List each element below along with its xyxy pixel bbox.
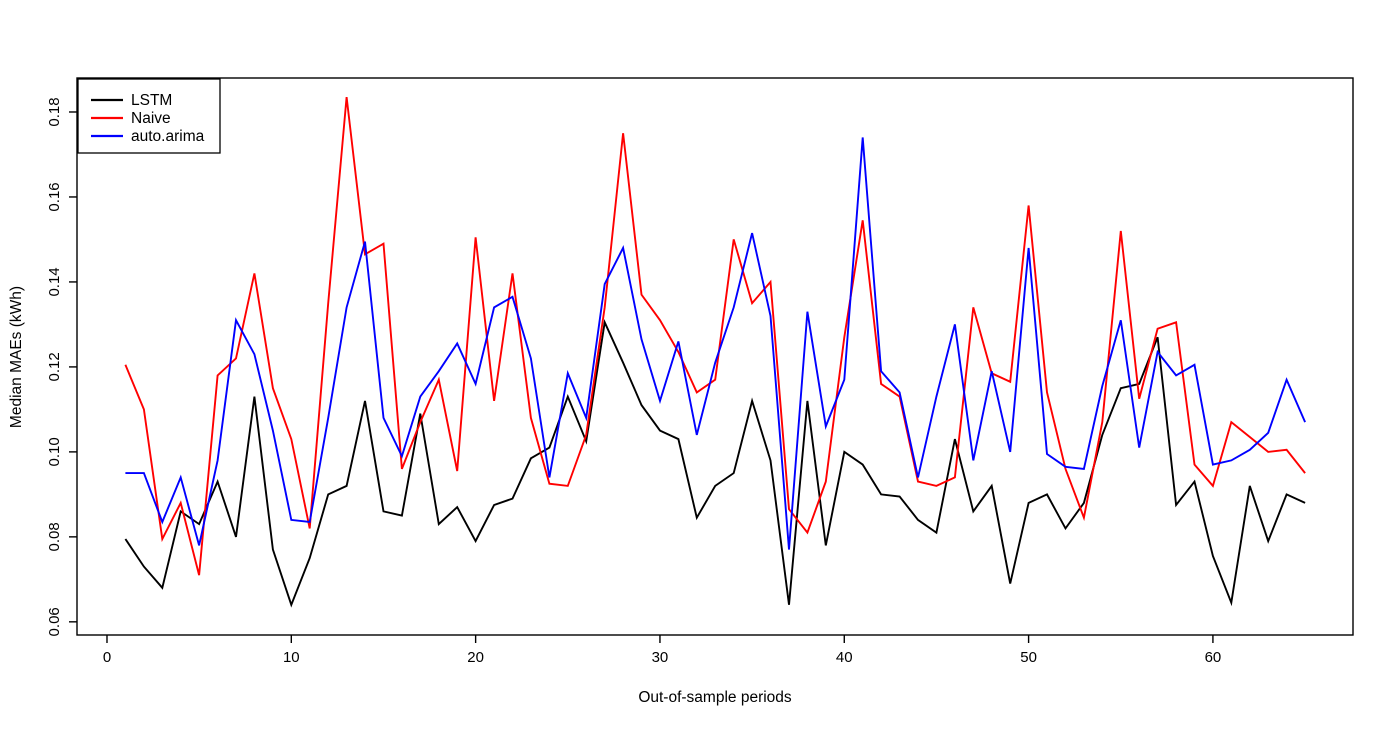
y-axis-tick-label: 0.18 — [46, 97, 63, 126]
y-axis-tick-label: 0.06 — [46, 607, 63, 636]
x-axis-tick-label: 40 — [836, 649, 853, 666]
y-axis-tick-label: 0.14 — [46, 267, 63, 296]
legend-frame — [77, 78, 221, 154]
axis-ticks: 0 10 20 30 40 50 60 0.06 0.08 0.10 0.12 0.14 0.16 0.1… — [46, 97, 1221, 666]
y-axis-tick-label: 0.16 — [46, 182, 63, 211]
x-axis-title: Out-of-sample periods — [638, 689, 792, 706]
series-line-auto.arima — [125, 137, 1306, 550]
plot-box — [76, 77, 1354, 636]
x-axis-tick-label: 50 — [1020, 649, 1037, 666]
legend-item-label: Naive — [131, 110, 171, 127]
y-axis-tick-label: 0.08 — [46, 522, 63, 551]
legend-item-label: auto.arima — [131, 128, 205, 145]
legend-item-label: LSTM — [131, 92, 172, 109]
y-axis-title: Median MAEs (kWh) — [8, 286, 25, 428]
series-line-Naive — [124, 96, 1306, 576]
y-axis-tick-label: 0.12 — [46, 352, 63, 381]
x-axis-tick-label: 0 — [103, 649, 111, 666]
x-axis-tick-label: 10 — [283, 649, 300, 666]
series-line-LSTM — [124, 319, 1306, 608]
series-lines — [124, 96, 1306, 608]
y-axis-tick-label: 0.10 — [46, 437, 63, 466]
x-axis-tick-label: 60 — [1205, 649, 1222, 666]
x-axis-tick-label: 30 — [652, 649, 669, 666]
x-axis-tick-label: 20 — [467, 649, 484, 666]
